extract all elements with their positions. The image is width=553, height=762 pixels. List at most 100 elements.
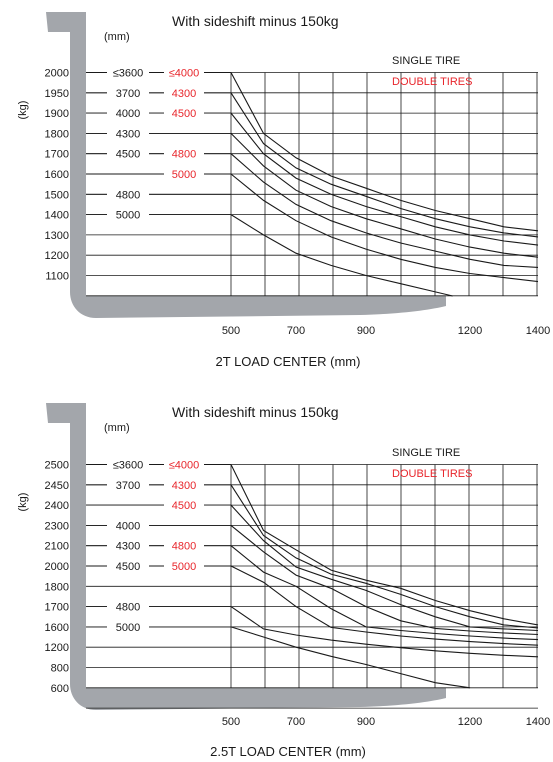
y-axis-label: (kg) [17, 101, 29, 120]
mast-height-single: 4300 [116, 128, 140, 140]
mast-label-bg [107, 207, 149, 222]
mast-unit-label: (mm) [104, 422, 130, 434]
mast-height-double: 4800 [172, 149, 196, 161]
mast-label-bg [164, 457, 204, 472]
legend-double-tires: DOUBLE TIRES [392, 468, 473, 480]
y-tick-label: 800 [51, 663, 69, 675]
capacity-curve [230, 484, 539, 629]
y-tick-label: 1500 [45, 189, 69, 201]
mast-height-single: 4800 [116, 189, 140, 201]
capacity-curve [230, 504, 539, 632]
mast-label-bg [107, 619, 149, 634]
mast-label-bg [164, 65, 204, 80]
mast-label-bg [107, 559, 149, 573]
chart-title: With sideshift minus 150kg [172, 13, 339, 29]
mast-height-labels: ≤3600 ≤4000 3700 4300 4000 4500 4300 4500 4800 50… [86, 65, 231, 222]
capacity-curves [230, 464, 539, 689]
mast-label-bg [107, 65, 149, 80]
capacity-curve [230, 464, 539, 626]
y-tick-label: 1300 [45, 230, 69, 242]
y-tick-label: 2100 [45, 541, 69, 553]
mast-height-double: 5000 [172, 561, 196, 573]
mast-height-double: 4500 [172, 500, 196, 512]
mast-label-bg [164, 498, 204, 513]
axis-ticks: 2500 2450 2400 2300 2100 2000 1800 1700 1600 1200… [45, 460, 551, 729]
capacity-curve [230, 133, 539, 258]
mast-height-single: ≤3600 [113, 68, 144, 80]
y-tick-label: 2500 [45, 460, 69, 472]
mast-label-bg [107, 477, 149, 492]
mast-label-bg [164, 477, 204, 492]
x-axis-label: 2T LOAD CENTER (mm) [216, 354, 361, 369]
y-tick-label: 1800 [45, 128, 69, 140]
x-tick-label: 500 [222, 325, 240, 337]
y-tick-label: 1700 [45, 602, 69, 614]
mast-height-single: 4800 [116, 602, 140, 614]
mast-label-bg [107, 146, 149, 161]
mast-label-bg [107, 106, 149, 121]
y-tick-label: 1900 [45, 108, 69, 120]
y-tick-label: 1950 [45, 88, 69, 100]
mast-label-bg [107, 126, 149, 141]
y-tick-label: 2450 [45, 480, 69, 492]
plot-area [86, 464, 538, 688]
mast-label-bg [107, 518, 149, 533]
mast-height-double: 4300 [172, 480, 196, 492]
mast-label-bg [107, 538, 149, 553]
mast-label-bg [164, 106, 204, 121]
mast-unit-label: (mm) [104, 31, 130, 43]
capacity-curve [230, 606, 539, 658]
y-tick-label: 1400 [45, 210, 69, 222]
chart-title: With sideshift minus 150kg [172, 404, 339, 420]
mast-height-single: ≤3600 [113, 460, 144, 472]
mast-label-bg [164, 559, 204, 573]
y-tick-label: 1800 [45, 581, 69, 593]
x-tick-label: 1200 [458, 716, 482, 728]
mast-height-double: 4300 [172, 88, 196, 100]
capacity-curve [230, 112, 539, 246]
y-tick-label: 1100 [45, 271, 69, 283]
x-tick-label: 900 [357, 716, 375, 728]
y-tick-label: 600 [51, 683, 69, 695]
capacity-curve [230, 153, 539, 268]
capacity-curve [230, 524, 539, 636]
capacity-curve [230, 72, 539, 232]
mast-label-bg [107, 457, 149, 472]
y-tick-label: 1200 [45, 250, 69, 262]
mast-height-double: ≤4000 [169, 460, 200, 472]
y-tick-label: 2400 [45, 500, 69, 512]
x-tick-label: 1200 [458, 325, 482, 337]
legend-double-tires: DOUBLE TIRES [392, 76, 473, 88]
legend-single-tire: SINGLE TIRE [392, 55, 460, 67]
y-tick-label: 2300 [45, 520, 69, 532]
mast-height-labels: ≤3600 ≤4000 3700 4300 4500 4000 4300 4800 4500 50… [86, 457, 231, 634]
capacity-curve [230, 92, 539, 238]
capacity-curve [230, 565, 539, 646]
mast-height-single: 5000 [116, 622, 140, 634]
y-axis-label: (kg) [17, 493, 29, 512]
mast-height-double: ≤4000 [169, 68, 200, 80]
mast-height-single: 4000 [116, 520, 140, 532]
mast-height-double: 5000 [172, 169, 196, 181]
mast-height-single: 5000 [116, 210, 140, 222]
x-axis-label: 2.5T LOAD CENTER (mm) [210, 744, 366, 759]
x-tick-label: 1400 [526, 716, 550, 728]
plot-area [86, 72, 538, 296]
mast-label-bg [164, 167, 204, 181]
axis-ticks: 2000 1950 1900 1800 1700 1600 1500 1400 1300 1200… [45, 68, 551, 338]
capacity-curve [230, 214, 453, 297]
load-chart-2-5t: 2500 2450 2400 2300 2100 2000 1800 1700 1600 1200… [17, 403, 550, 759]
mast-height-double: 4800 [172, 541, 196, 553]
mast-height-single: 3700 [116, 88, 140, 100]
x-tick-label: 700 [287, 716, 305, 728]
mast-height-double: 4500 [172, 108, 196, 120]
x-tick-label: 900 [357, 325, 375, 337]
y-tick-label: 2000 [45, 68, 69, 80]
x-tick-label: 500 [222, 716, 240, 728]
mast-label-bg [107, 85, 149, 100]
mast-height-single: 4500 [116, 561, 140, 573]
mast-height-single: 4000 [116, 108, 140, 120]
x-tick-label: 1400 [526, 325, 550, 337]
capacity-curves [230, 72, 539, 297]
legend-single-tire: SINGLE TIRE [392, 447, 460, 459]
